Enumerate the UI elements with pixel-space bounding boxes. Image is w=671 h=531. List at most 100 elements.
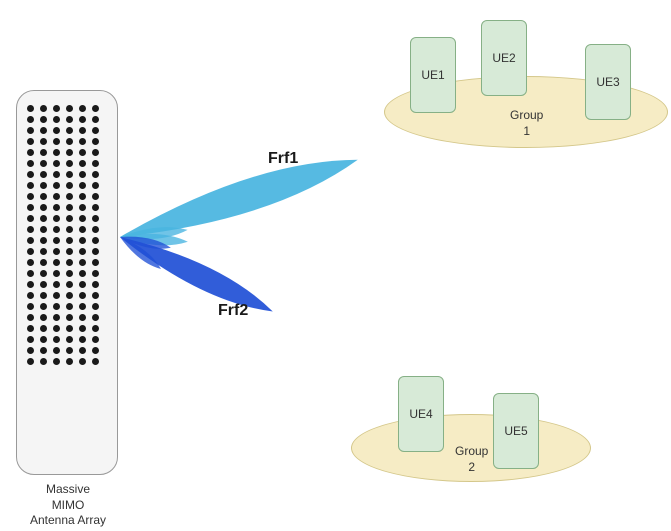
antenna-dot — [66, 358, 73, 365]
antenna-dot — [27, 358, 34, 365]
antenna-dot — [53, 270, 60, 277]
antenna-dot — [79, 160, 86, 167]
antenna-dot — [79, 127, 86, 134]
antenna-dot — [92, 182, 99, 189]
beam2-label: Frf2 — [218, 302, 248, 320]
antenna-dot — [92, 270, 99, 277]
antenna-dot — [53, 171, 60, 178]
antenna-dot — [66, 248, 73, 255]
antenna-dot — [53, 193, 60, 200]
antenna-dot — [27, 226, 34, 233]
antenna-dot — [79, 105, 86, 112]
antenna-dot — [79, 226, 86, 233]
beam-lobe — [120, 234, 188, 245]
ue-box-ue1: UE1 — [410, 37, 456, 113]
antenna-dot — [27, 325, 34, 332]
antenna-dot — [27, 292, 34, 299]
antenna-dot — [79, 193, 86, 200]
antenna-dot — [40, 138, 47, 145]
antenna-dot — [40, 182, 47, 189]
antenna-dot — [79, 149, 86, 156]
antenna-dot — [40, 325, 47, 332]
antenna-array-label: MassiveMIMOAntenna Array — [30, 482, 106, 529]
ue-box-ue2: UE2 — [481, 20, 527, 96]
antenna-dot — [53, 182, 60, 189]
antenna-dot — [40, 336, 47, 343]
antenna-dot — [66, 325, 73, 332]
antenna-dot — [40, 171, 47, 178]
beam-lobe — [120, 227, 188, 239]
antenna-dot — [92, 215, 99, 222]
antenna-dot — [40, 314, 47, 321]
antenna-dot — [92, 325, 99, 332]
antenna-dot — [79, 248, 86, 255]
antenna-dot — [40, 237, 47, 244]
antenna-dot — [53, 281, 60, 288]
antenna-dot — [66, 149, 73, 156]
ue-box-ue3: UE3 — [585, 44, 631, 120]
antenna-array — [16, 90, 118, 475]
antenna-dot — [40, 116, 47, 123]
antenna-dot — [40, 270, 47, 277]
antenna-dot — [53, 226, 60, 233]
antenna-dot — [53, 204, 60, 211]
antenna-dot — [40, 149, 47, 156]
antenna-dot — [27, 281, 34, 288]
antenna-dot — [53, 259, 60, 266]
antenna-dot — [66, 270, 73, 277]
antenna-dot — [92, 292, 99, 299]
antenna-dot — [66, 303, 73, 310]
antenna-dot — [66, 116, 73, 123]
antenna-dot — [66, 182, 73, 189]
antenna-dot — [92, 193, 99, 200]
antenna-dot — [66, 226, 73, 233]
antenna-dot — [92, 171, 99, 178]
antenna-dot — [92, 160, 99, 167]
antenna-dot — [79, 171, 86, 178]
antenna-dot — [92, 259, 99, 266]
antenna-dot — [40, 160, 47, 167]
antenna-dot — [53, 215, 60, 222]
antenna-dot — [92, 138, 99, 145]
antenna-dot — [79, 358, 86, 365]
antenna-dot — [79, 215, 86, 222]
antenna-dot — [79, 347, 86, 354]
antenna-dot — [92, 281, 99, 288]
ue-box-ue5: UE5 — [493, 393, 539, 469]
antenna-dot — [27, 193, 34, 200]
antenna-dot — [92, 358, 99, 365]
antenna-dot — [53, 303, 60, 310]
antenna-dot — [27, 204, 34, 211]
beam1-label: Frf1 — [268, 150, 298, 168]
antenna-dot — [40, 303, 47, 310]
antenna-dot — [40, 105, 47, 112]
antenna-dot — [66, 347, 73, 354]
antenna-dot — [66, 127, 73, 134]
antenna-dot — [92, 237, 99, 244]
antenna-dot — [79, 182, 86, 189]
antenna-dot — [53, 116, 60, 123]
antenna-dot — [79, 259, 86, 266]
antenna-dot — [27, 237, 34, 244]
ue-box-ue4: UE4 — [398, 376, 444, 452]
antenna-dot — [40, 193, 47, 200]
antenna-dot — [79, 138, 86, 145]
antenna-dot — [53, 292, 60, 299]
antenna-dot — [66, 193, 73, 200]
antenna-dot — [27, 138, 34, 145]
antenna-dot — [27, 336, 34, 343]
antenna-dot — [27, 303, 34, 310]
antenna-dot — [92, 347, 99, 354]
antenna-dot — [40, 259, 47, 266]
antenna-dot — [66, 314, 73, 321]
antenna-dot — [92, 116, 99, 123]
antenna-dot — [92, 336, 99, 343]
antenna-dot — [53, 248, 60, 255]
antenna-dot — [40, 292, 47, 299]
antenna-dot — [92, 105, 99, 112]
antenna-dot — [53, 358, 60, 365]
antenna-dot — [79, 237, 86, 244]
antenna-dot — [27, 314, 34, 321]
antenna-dot — [79, 336, 86, 343]
antenna-dot — [92, 314, 99, 321]
